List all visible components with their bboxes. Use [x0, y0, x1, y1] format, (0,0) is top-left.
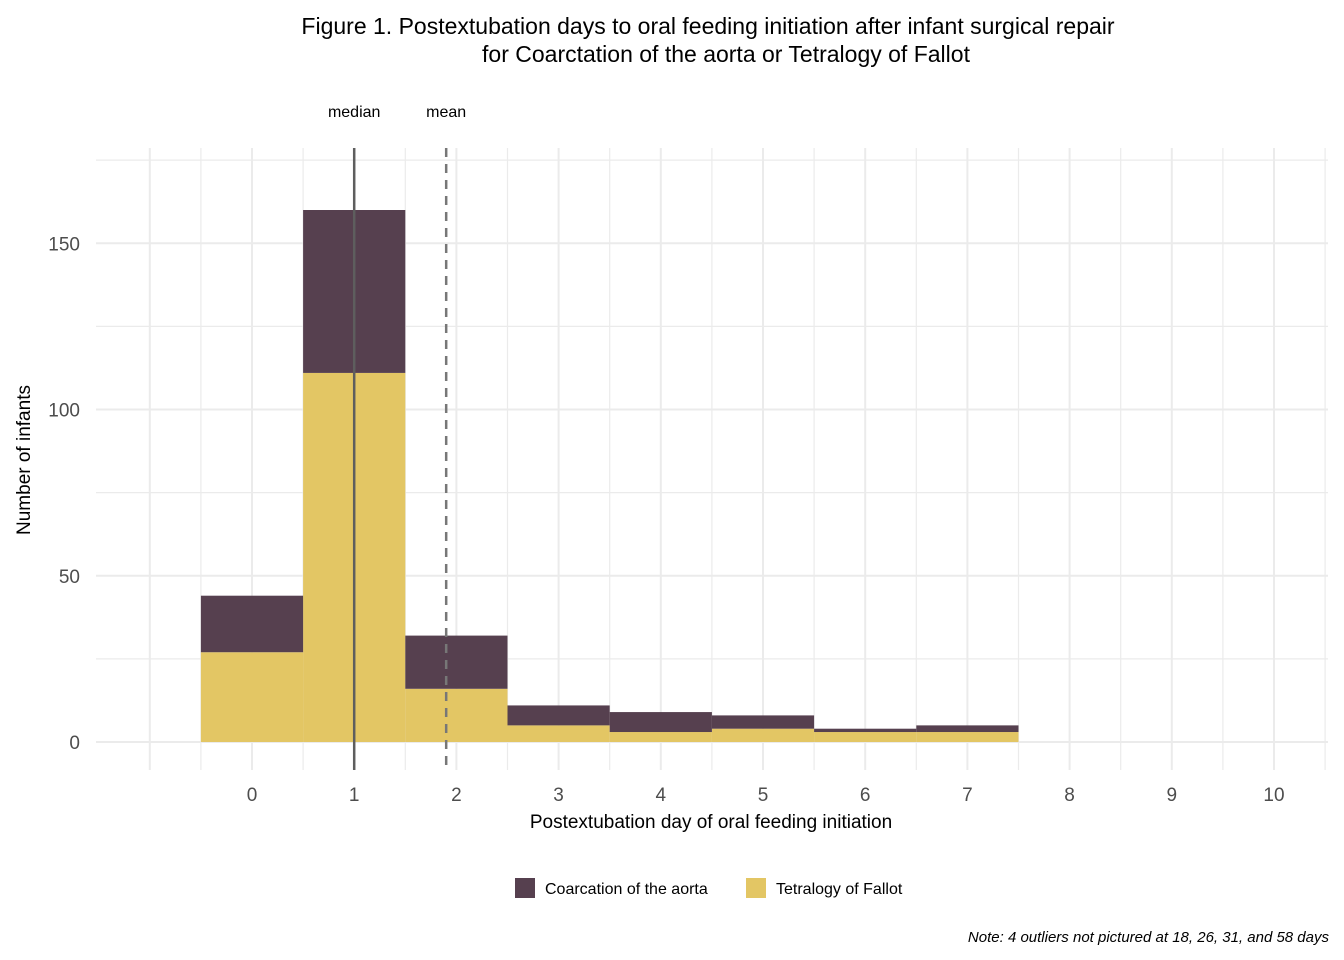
bar-tetralogy-of-fallot-day-6	[814, 732, 917, 742]
x-tick-label: 0	[247, 785, 258, 806]
footnote: Note: 4 outliers not pictured at 18, 26,…	[968, 929, 1330, 946]
bar-tetralogy-of-fallot-day-0	[200, 652, 304, 742]
x-tick-label: 9	[1167, 785, 1178, 806]
y-tick-label: 50	[59, 567, 80, 588]
x-axis-label: Postextubation day of oral feeding initi…	[530, 812, 892, 833]
bar-tetralogy-of-fallot-day-7	[916, 732, 1019, 742]
x-tick-label: 2	[451, 785, 462, 806]
y-ticks: 0 50 100 150	[48, 234, 80, 754]
bar-coarcation-of-the-aorta-day-0	[200, 595, 304, 653]
chart-title: Figure 1. Postextubation days to oral fe…	[301, 13, 1114, 39]
x-ticks: 0 1 2 3 4 5 6 7 8 9 10	[247, 785, 1285, 806]
bar-tetralogy-of-fallot-day-3	[507, 725, 610, 742]
legend-swatch	[515, 878, 535, 898]
chart-subtitle: for Coarctation of the aorta or Tetralog…	[482, 41, 971, 67]
x-tick-label: 1	[349, 785, 360, 806]
y-tick-label: 150	[48, 234, 80, 255]
bar-tetralogy-of-fallot-day-5	[711, 728, 815, 742]
bar-tetralogy-of-fallot-day-2	[405, 688, 508, 742]
x-tick-label: 5	[758, 785, 769, 806]
x-tick-label: 4	[656, 785, 667, 806]
x-tick-label: 6	[860, 785, 871, 806]
x-tick-label: 8	[1064, 785, 1075, 806]
legend-swatch	[746, 878, 766, 898]
bar-coarcation-of-the-aorta-day-7	[916, 725, 1019, 733]
x-tick-label: 3	[553, 785, 564, 806]
legend: Coarcation of the aorta Tetralogy of Fall…	[515, 878, 903, 898]
bar-coarcation-of-the-aorta-day-5	[711, 715, 815, 729]
legend-label: Tetralogy of Fallot	[776, 881, 903, 898]
bar-coarcation-of-the-aorta-day-3	[507, 705, 610, 726]
y-axis-label: Number of infants	[14, 385, 35, 535]
legend-label: Coarcation of the aorta	[545, 881, 708, 898]
bar-coarcation-of-the-aorta-day-6	[814, 728, 917, 733]
y-tick-label: 100	[48, 401, 80, 422]
x-tick-label: 7	[962, 785, 973, 806]
bar-coarcation-of-the-aorta-day-4	[609, 712, 712, 733]
bar-tetralogy-of-fallot-day-4	[609, 732, 712, 742]
y-tick-label: 0	[69, 733, 80, 754]
reference-lines: median mean	[328, 104, 466, 770]
bar-coarcation-of-the-aorta-day-2	[405, 635, 508, 689]
median-label: median	[328, 104, 380, 121]
x-tick-label: 10	[1263, 785, 1284, 806]
mean-label: mean	[426, 104, 466, 121]
